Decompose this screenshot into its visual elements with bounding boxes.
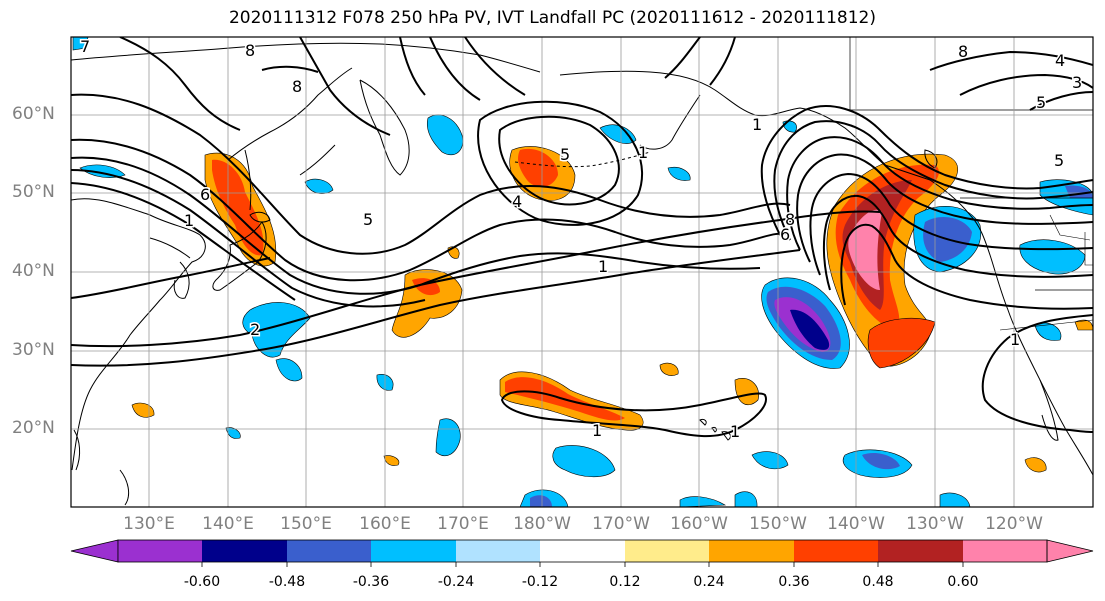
- graticule: [71, 37, 1093, 507]
- contour-label: 8: [785, 210, 795, 229]
- colorbar-segment: [794, 540, 878, 562]
- colorbar-segment: [456, 540, 540, 562]
- colorbar-segment: [878, 540, 963, 562]
- contour-labels: 7 8 8 6 1 5 1 5 4 1 2 1 8 6 8 5 5 4 3 1 …: [79, 37, 1084, 443]
- colorbar-tick-label: -0.48: [268, 574, 306, 590]
- colorbar-segment: [709, 540, 794, 562]
- colorbar-tick-label: 0.60: [947, 574, 979, 590]
- colorbar-segment: [118, 540, 202, 562]
- colorbar-tick-label: -0.12: [521, 574, 559, 590]
- map-title: 2020111312 F078 250 hPa PV, IVT Landfall…: [228, 8, 876, 28]
- contour-label: 1: [184, 211, 194, 230]
- colorbar-tick-label: 0.24: [693, 574, 725, 590]
- lon-label: 170°E: [437, 514, 489, 534]
- contour-label: 1: [752, 115, 762, 134]
- colorbar: [70, 539, 1094, 567]
- contour-label: 5: [1036, 93, 1046, 112]
- contour-label: 2: [250, 320, 260, 339]
- colorbar-tick-label: -0.24: [437, 574, 475, 590]
- colorbar-segment: [287, 540, 371, 562]
- contour-label: 1: [638, 143, 648, 162]
- colorbar-border: [117, 539, 1048, 563]
- lon-label: 120°W: [985, 514, 1043, 534]
- colorbar-tick-label: 0.12: [609, 574, 641, 590]
- lon-label: 130°W: [906, 514, 964, 534]
- contour-label: 8: [292, 77, 302, 96]
- contour-label: 5: [1054, 151, 1064, 170]
- lat-label: 50°N: [12, 182, 55, 202]
- colorbar-segment: [202, 540, 287, 562]
- lon-label: 140°W: [827, 514, 885, 534]
- map-frame: [70, 36, 1094, 508]
- lon-label: 140°E: [202, 514, 254, 534]
- contour-label: 8: [958, 42, 968, 61]
- contour-label: 1: [598, 257, 608, 276]
- contour-label: 1: [730, 422, 740, 441]
- lon-label: 170°W: [592, 514, 650, 534]
- contour-label: 1: [592, 421, 602, 440]
- colorbar-segment: [625, 540, 709, 562]
- lon-label: 130°E: [123, 514, 175, 534]
- lon-label: 160°E: [359, 514, 411, 534]
- lat-label: 30°N: [12, 340, 55, 360]
- lat-label: 60°N: [12, 104, 55, 124]
- colorbar-tick-label: 0.48: [862, 574, 894, 590]
- colorbar-tick-label: -0.60: [183, 574, 221, 590]
- contour-label: 6: [200, 185, 210, 204]
- contour-label: 3: [1072, 73, 1082, 92]
- lat-label: 20°N: [12, 418, 55, 438]
- colorbar-extend-max: [1046, 539, 1094, 563]
- lat-label: 40°N: [12, 261, 55, 281]
- pv-contours: [71, 37, 1093, 438]
- lon-label: 160°W: [670, 514, 728, 534]
- colorbar-segment: [540, 540, 625, 562]
- colorbar-extend-min: [70, 539, 119, 563]
- lon-label: 150°W: [749, 514, 807, 534]
- colorbar-segment: [371, 540, 456, 562]
- colorbar-tick-label: 0.36: [778, 574, 810, 590]
- contour-label: 5: [363, 210, 373, 229]
- contour-label: 4: [1055, 51, 1065, 70]
- contour-label: 6: [780, 225, 790, 244]
- contour-label: 7: [80, 37, 90, 56]
- colorbar-segment: [963, 540, 1047, 562]
- lon-label: 150°E: [280, 514, 332, 534]
- contour-label: 1: [1010, 330, 1020, 349]
- colorbar-tick-label: -0.36: [352, 574, 390, 590]
- contour-label: 4: [512, 192, 522, 211]
- contour-label: 8: [245, 41, 255, 60]
- contour-label: 5: [560, 145, 570, 164]
- lon-label: 180°W: [513, 514, 571, 534]
